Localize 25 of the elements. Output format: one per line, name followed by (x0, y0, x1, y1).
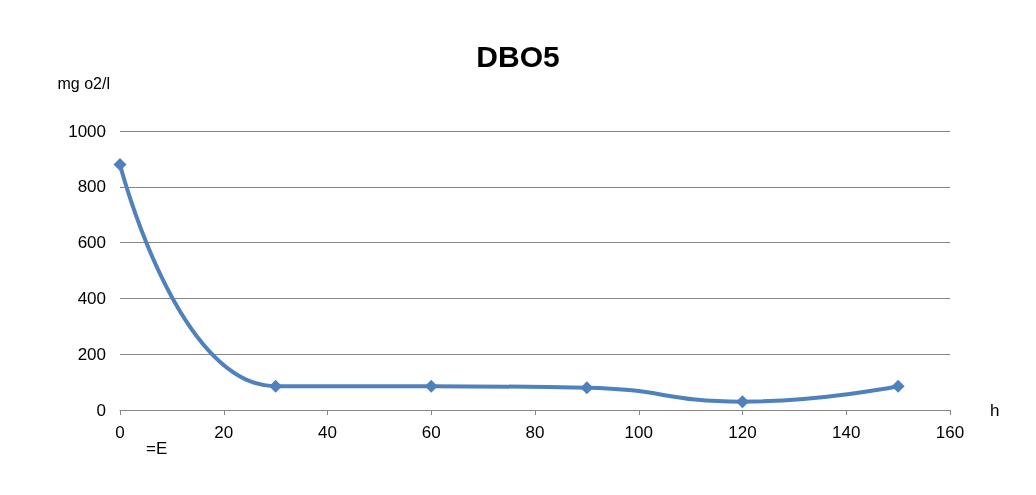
x-tick-label: 20 (214, 423, 234, 442)
y-tick-label: 400 (77, 288, 106, 308)
x-tick-label: 120 (728, 423, 757, 442)
point (580, 381, 594, 395)
x-tick-label: 40 (318, 423, 337, 442)
text: =E (146, 439, 168, 458)
point (269, 379, 283, 393)
y-tick-label: 0 (96, 400, 106, 420)
y-tick-label: 1000 (68, 121, 106, 141)
x-tick-label: 100 (624, 423, 653, 442)
point (736, 395, 749, 409)
x-tick-label: 80 (525, 423, 545, 442)
x-axis-title: h (990, 400, 1000, 420)
y-tick-label: 800 (77, 177, 106, 197)
x-tick-label: 60 (421, 423, 441, 442)
y-tick-label: 200 (77, 344, 106, 364)
x-tick-label: 160 (935, 423, 965, 442)
point (891, 379, 905, 393)
x-tick-label: 0 (115, 423, 125, 442)
point (113, 157, 127, 171)
point (424, 379, 438, 393)
y-tick-label: 600 (77, 233, 106, 253)
chart-title: DBO5 (476, 39, 560, 73)
x-tick-label: 140 (832, 423, 861, 442)
y-axis-title: mg o2/l (57, 74, 110, 92)
